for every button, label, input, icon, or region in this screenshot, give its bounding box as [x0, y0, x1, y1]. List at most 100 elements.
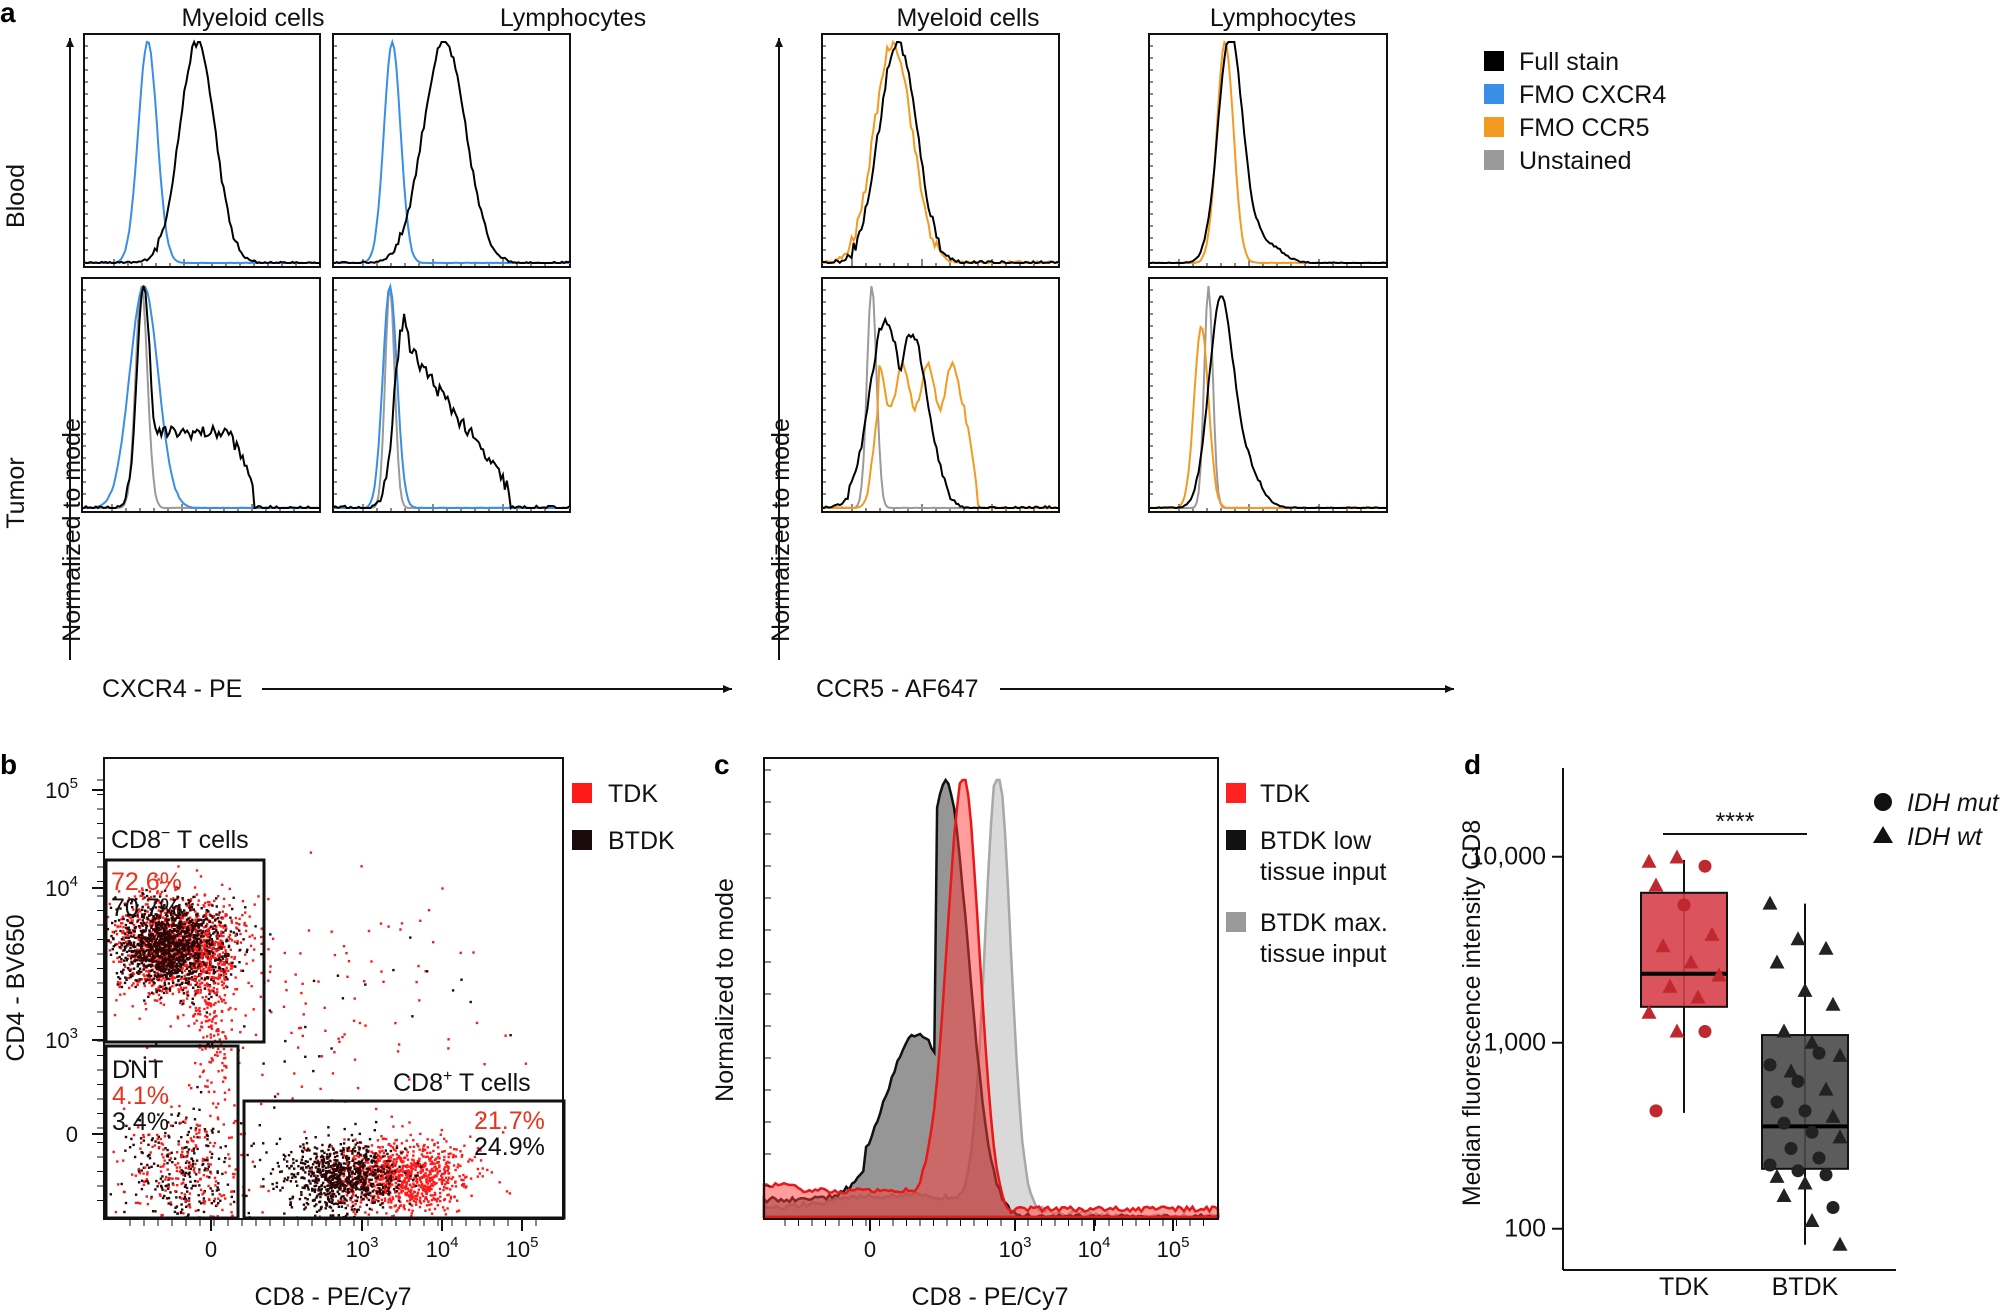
scatter-dot: [426, 1187, 429, 1190]
scatter-dot: [186, 1133, 189, 1137]
scatter-dot: [163, 941, 166, 944]
scatter-dot: [150, 938, 153, 941]
scatter-dot: [186, 1190, 189, 1193]
scatter-dot: [178, 932, 181, 935]
scatter-dot: [332, 1168, 335, 1172]
scatter-dot: [196, 941, 199, 944]
scatter-dot: [305, 1166, 308, 1169]
scatter-dot: [340, 1195, 343, 1198]
scatter-dot: [329, 1152, 332, 1156]
scatter-dot: [140, 949, 144, 952]
scatter-dot: [331, 1164, 334, 1167]
scatter-dot: [201, 969, 204, 973]
histogram-curve: [333, 287, 570, 510]
scatter-dot: [166, 991, 169, 994]
scatter-dot: [398, 1165, 401, 1168]
scatter-dot: [392, 1148, 396, 1151]
scatter-dot: [192, 1107, 195, 1110]
scatter-dot: [275, 1185, 278, 1188]
scatter-dot: [217, 1182, 220, 1185]
scatter-dot: [440, 1181, 444, 1184]
scatter-dot: [430, 1188, 433, 1191]
scatter-dot: [451, 1176, 455, 1179]
scatter-dot: [150, 1195, 153, 1199]
scatter-dot: [214, 948, 218, 952]
scatter-dot: [185, 939, 188, 942]
scatter-dot: [333, 1181, 336, 1184]
scatter-dot: [461, 1183, 465, 1186]
scatter-dot: [174, 951, 177, 954]
scatter-dot: [147, 1166, 151, 1169]
scatter-dot: [185, 997, 189, 1000]
scatter-dot: [153, 1144, 157, 1147]
scatter-dot: [192, 1147, 195, 1150]
scatter-dot: [157, 1113, 160, 1116]
scatter-dot: [185, 935, 189, 938]
scatter-dot: [202, 952, 205, 956]
scatter-dot: [221, 917, 224, 920]
scatter-dot: [145, 917, 148, 920]
scatter-dot: [398, 1187, 401, 1191]
scatter-dot: [197, 945, 200, 948]
scatter-dot: [347, 1191, 350, 1195]
scatter-dot: [391, 1153, 394, 1157]
scatter-dot: [162, 968, 166, 971]
scatter-dot: [183, 959, 187, 962]
scatter-dot: [193, 910, 197, 913]
histogram-curve: [332, 282, 570, 510]
scatter-dot: [428, 1208, 431, 1211]
scatter-dot: [409, 1198, 412, 1201]
scatter-dot: [386, 1160, 389, 1163]
scatter-dot: [131, 962, 134, 965]
scatter-dot: [412, 1145, 416, 1148]
scatter-dot: [168, 939, 171, 942]
scatter-dot: [426, 1185, 430, 1188]
scatter-dot: [375, 1107, 378, 1111]
scatter-dot: [181, 988, 185, 992]
scatter-dot: [345, 1184, 348, 1188]
scatter-dot: [184, 1166, 187, 1169]
scatter-dot: [354, 1181, 358, 1184]
scatter-dot: [414, 1200, 418, 1204]
scatter-dot: [353, 1162, 356, 1165]
scatter-dot: [215, 1106, 218, 1109]
scatter-dot: [346, 1160, 349, 1163]
scatter-dot: [228, 904, 231, 907]
scatter-dot: [345, 1194, 349, 1197]
scatter-dot: [145, 940, 149, 943]
scatter-dot: [324, 1170, 328, 1173]
scatter-dot: [148, 943, 152, 946]
scatter-dot: [405, 1183, 408, 1186]
scatter-dot: [182, 957, 185, 960]
scatter-dot: [387, 1165, 390, 1168]
scatter-dot: [204, 1047, 207, 1050]
scatter-dot: [211, 1059, 214, 1062]
scatter-dot: [156, 959, 159, 962]
scatter-dot: [145, 1178, 148, 1181]
scatter-dot: [167, 925, 171, 928]
scatter-dot: [116, 983, 119, 986]
scatter-dot: [142, 982, 146, 985]
scatter-dot: [123, 1210, 126, 1214]
scatter-dot: [387, 1198, 390, 1201]
scatter-dot: [245, 1194, 248, 1198]
scatter-dot: [328, 1191, 332, 1194]
scatter-dot: [168, 971, 171, 975]
scatter-dot: [389, 1165, 392, 1168]
scatter-dot: [342, 1167, 346, 1170]
scatter-dot: [342, 1162, 346, 1165]
scatter-dot: [241, 969, 245, 972]
scatter-dot: [120, 922, 123, 925]
scatter-dot: [182, 1173, 185, 1177]
scatter-dot: [336, 1154, 339, 1158]
scatter-dot: [416, 1161, 420, 1165]
scatter-dot: [181, 971, 184, 974]
scatter-dot: [300, 1176, 303, 1180]
scatter-dot: [360, 1176, 364, 1179]
scatter-dot: [139, 894, 142, 898]
scatter-dot: [199, 923, 203, 926]
scatter-dot: [210, 978, 213, 981]
histogram-curve: [822, 286, 1059, 510]
scatter-dot: [160, 974, 163, 978]
scatter-dot: [208, 932, 211, 935]
